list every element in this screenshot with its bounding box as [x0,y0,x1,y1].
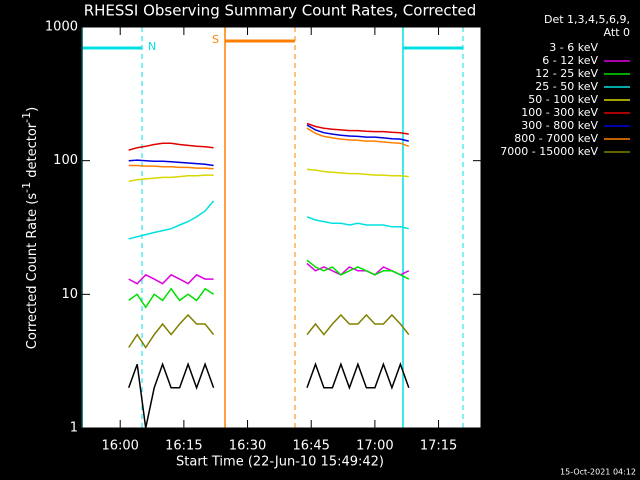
legend-label: 800 - 7000 keV [514,132,598,145]
y-label-sup: -1 [20,182,33,193]
legend-label: 100 - 300 keV [521,106,598,119]
series-line [127,361,410,429]
plot-frame [81,26,482,429]
series-line [128,313,410,349]
footer: 15-Oct-2021 04:12 [560,468,636,477]
legend-label: 3 - 6 keV [549,41,598,54]
series-line [128,259,410,309]
series-line [128,124,409,167]
y-label-part: ) [25,107,40,112]
y-axis-label: Corrected Count Rate (s-1 detector-1) [20,107,40,349]
legend-label: 25 - 50 keV [535,80,598,93]
y-label-part: Corrected Count Rate (s [25,193,40,350]
x-tick-label: 17:15 [420,439,457,454]
x-tick-label: 16:45 [292,439,329,454]
y-tick-label: 1000 [45,20,78,35]
x-tick-label: 17:00 [356,439,393,454]
annotation: S [212,33,219,46]
plot-area [81,26,482,429]
legend-header: Det 1,3,4,5,6,9, [544,13,630,26]
y-tick-label: 1 [70,421,78,436]
legend-label: 7000 - 15000 keV [500,145,598,158]
annotation: N [148,40,156,53]
series-line [128,200,409,240]
series-line [128,127,410,170]
x-tick-label: 16:15 [165,439,202,454]
x-tick-label: 16:00 [101,439,138,454]
legend-label: 50 - 100 keV [528,93,598,106]
legend-header: Att 0 [604,26,630,39]
legend-label: 12 - 25 keV [535,67,598,80]
y-label-sup: -1 [20,112,33,123]
legend-label: 6 - 12 keV [542,54,598,67]
y-label-part: detector [25,122,40,182]
legend-label: 300 - 800 keV [521,119,598,132]
x-axis-label: Start Time (22-Jun-10 15:49:42) [176,455,384,470]
y-tick-label: 100 [53,153,78,168]
series-line [128,168,409,183]
y-tick-label: 10 [61,287,78,302]
chart-title: RHESSI Observing Summary Count Rates, Co… [84,2,477,20]
series-line [128,122,409,151]
x-tick-label: 16:30 [229,439,266,454]
